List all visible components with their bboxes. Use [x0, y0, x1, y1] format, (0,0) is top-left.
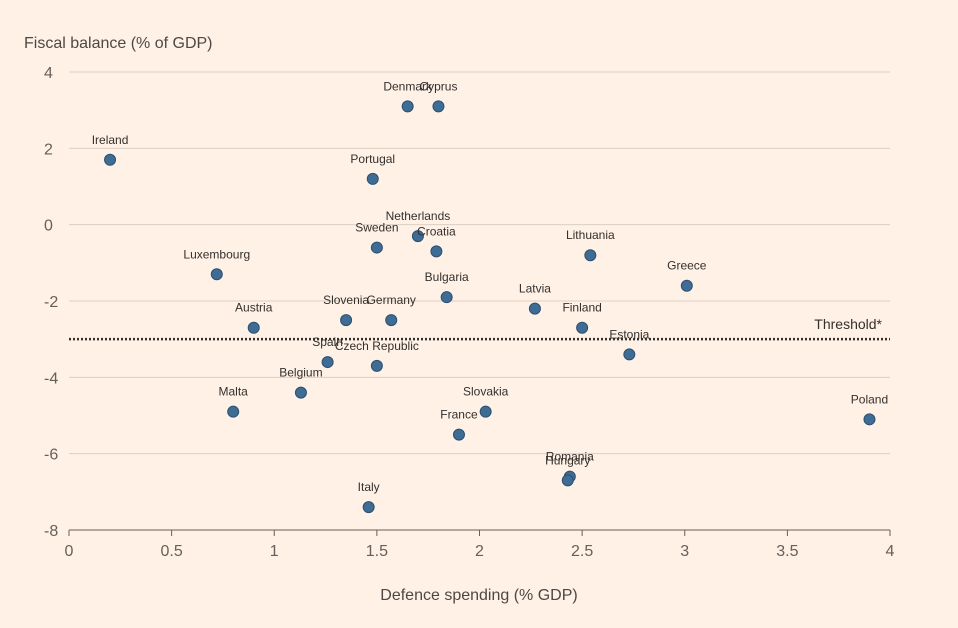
x-tick-label: 1.5	[366, 543, 388, 560]
data-point[interactable]	[401, 100, 414, 113]
data-points	[104, 100, 876, 514]
data-point[interactable]	[623, 348, 636, 361]
point-label: Slovenia	[323, 293, 369, 307]
data-point[interactable]	[680, 279, 693, 292]
data-point[interactable]	[321, 356, 334, 369]
point-label: Belgium	[279, 366, 322, 380]
y-tick-label: 0	[44, 218, 53, 235]
grid-lines	[69, 71, 890, 455]
data-point[interactable]	[432, 100, 445, 113]
threshold-label: Threshold*	[814, 316, 882, 332]
data-point[interactable]	[528, 302, 541, 315]
x-tick-label: 2.5	[571, 543, 593, 560]
data-point[interactable]	[366, 172, 379, 185]
data-point[interactable]	[294, 386, 307, 399]
point-label: Bulgaria	[425, 270, 469, 284]
point-label: Portugal	[350, 152, 395, 166]
data-point[interactable]	[362, 501, 375, 514]
data-point[interactable]	[452, 428, 465, 441]
y-tick-label: -4	[44, 370, 58, 387]
data-point[interactable]	[440, 291, 453, 304]
data-point[interactable]	[863, 413, 876, 426]
x-tick-label: 3	[680, 543, 689, 560]
data-point[interactable]	[340, 314, 353, 327]
point-label: Croatia	[417, 224, 456, 238]
data-point[interactable]	[104, 153, 117, 166]
point-label: Greece	[667, 259, 707, 273]
data-point[interactable]	[210, 268, 223, 281]
axes: 4 2 0 -2 -4 -6 -8 0 0.5 1 1.5 2 2.5 3 3.5 4	[44, 65, 895, 560]
point-label: Denmark	[383, 79, 433, 93]
data-point[interactable]	[584, 249, 597, 262]
point-label: Austria	[235, 301, 273, 315]
y-tick-label: 4	[44, 65, 53, 82]
data-point[interactable]	[247, 321, 260, 334]
threshold: Threshold*	[69, 316, 890, 341]
point-label: Netherlands	[386, 209, 451, 223]
point-label: Italy	[358, 480, 380, 494]
point-label: Estonia	[609, 327, 649, 341]
x-tick-label: 4	[886, 543, 895, 560]
x-tick-label: 0	[65, 543, 74, 560]
x-tick-label: 3.5	[776, 543, 798, 560]
x-tick-label: 2	[475, 543, 484, 560]
data-point[interactable]	[411, 230, 424, 243]
y-tick-label: -2	[44, 294, 58, 311]
x-tick-label: 1	[270, 543, 279, 560]
point-label: Malta	[219, 385, 249, 399]
point-label: Lithuania	[566, 228, 615, 242]
point-label: Finland	[562, 301, 601, 315]
point-label: Poland	[851, 392, 888, 406]
point-label: Hungary	[545, 453, 590, 467]
x-axis-title: Defence spending (% GDP)	[380, 587, 577, 604]
data-point[interactable]	[576, 321, 589, 334]
point-label: Cyprus	[419, 79, 457, 93]
point-label: Ireland	[92, 133, 129, 147]
point-label: Czech Republic	[335, 339, 419, 353]
data-point[interactable]	[430, 245, 443, 258]
data-point[interactable]	[385, 314, 398, 327]
point-label: Latvia	[519, 282, 551, 296]
data-point[interactable]	[370, 359, 383, 372]
point-label: Germany	[367, 293, 416, 307]
data-point[interactable]	[227, 405, 240, 418]
data-point[interactable]	[561, 474, 574, 487]
y-tick-label: 2	[44, 141, 53, 158]
data-point[interactable]	[479, 405, 492, 418]
point-label: Spain	[312, 335, 343, 349]
data-point[interactable]	[370, 241, 383, 254]
point-label: Sweden	[355, 221, 398, 235]
point-label: Slovakia	[463, 385, 509, 399]
x-tick-label: 0.5	[161, 543, 183, 560]
y-tick-label: -8	[44, 523, 58, 540]
y-axis-title: Fiscal balance (% of GDP)	[24, 35, 213, 52]
point-label: France	[440, 408, 478, 422]
point-labels: IrelandDenmarkCyprusPortugalNetherlandsS…	[92, 79, 888, 494]
y-tick-label: -6	[44, 447, 58, 464]
point-label: Luxembourg	[183, 247, 250, 261]
point-label: Romania	[546, 450, 594, 464]
